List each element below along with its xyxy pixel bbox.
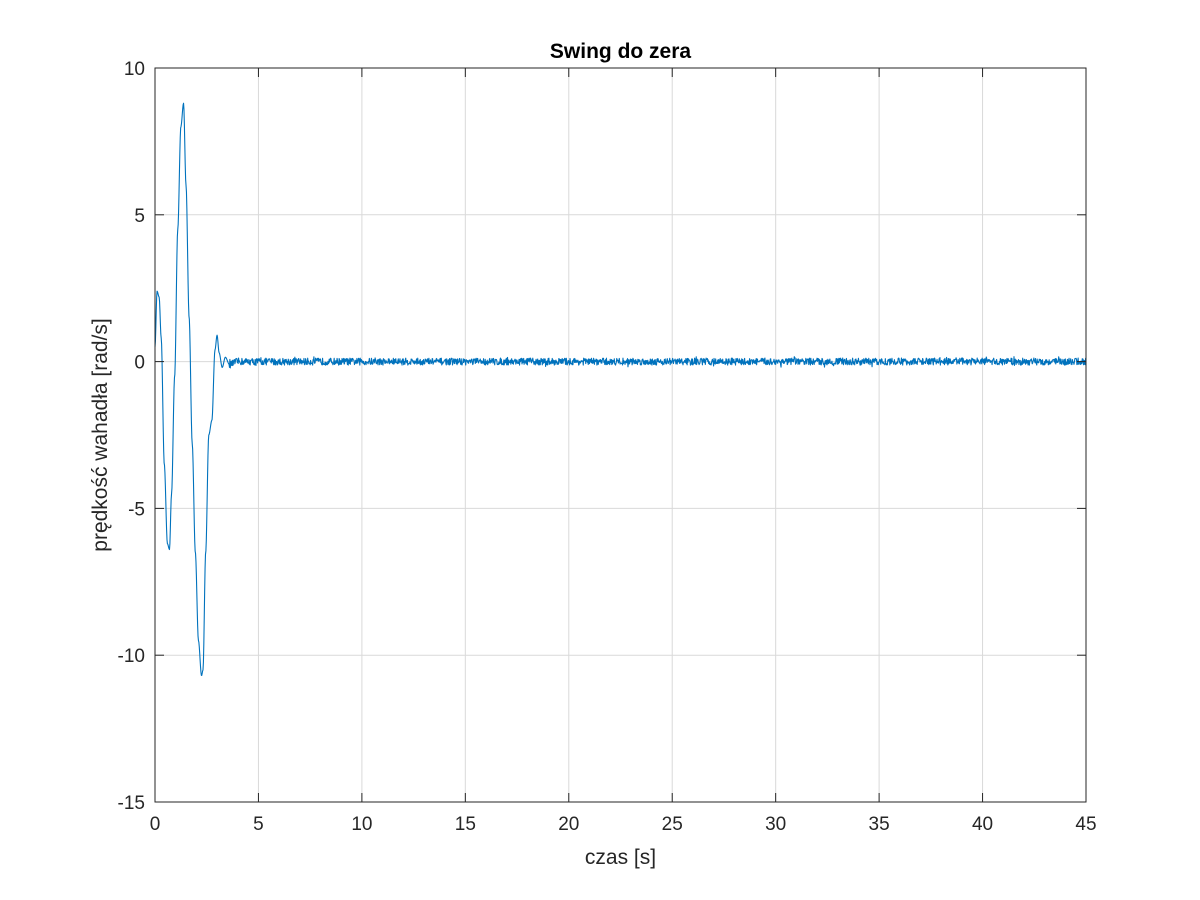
ticks — [154, 67, 1087, 803]
axes-box — [154, 67, 1087, 803]
y-tick-label: 10 — [124, 59, 145, 80]
series-line — [154, 102, 1087, 676]
chart-title: Swing do zera — [550, 40, 692, 63]
x-tick-label: 25 — [662, 814, 683, 835]
x-tick-label: 10 — [351, 814, 372, 835]
x-tick-label: 15 — [455, 814, 476, 835]
y-tick-label: -10 — [118, 646, 145, 667]
series-layer — [154, 102, 1087, 676]
x-tick-label: 5 — [253, 814, 264, 835]
x-tick-label: 45 — [1075, 814, 1096, 835]
x-tick-label: 30 — [765, 814, 786, 835]
y-tick-label: -5 — [128, 499, 145, 520]
y-axis-label: prędkość wahadła [rad/s] — [89, 318, 112, 551]
x-tick-label: 0 — [150, 814, 161, 835]
y-tick-label: 5 — [134, 206, 145, 227]
plot-area — [155, 68, 1086, 802]
x-tick-label: 35 — [869, 814, 890, 835]
x-tick-label: 20 — [558, 814, 579, 835]
y-tick-label: 0 — [134, 353, 145, 374]
x-axis-label: czas [s] — [585, 846, 656, 869]
y-tick-label: -15 — [118, 793, 145, 814]
tick-labels: 0 5 10 15 20 25 30 35 40 45 -15 -10 -5 0 5 10 — [118, 59, 1097, 835]
x-tick-label: 40 — [972, 814, 993, 835]
